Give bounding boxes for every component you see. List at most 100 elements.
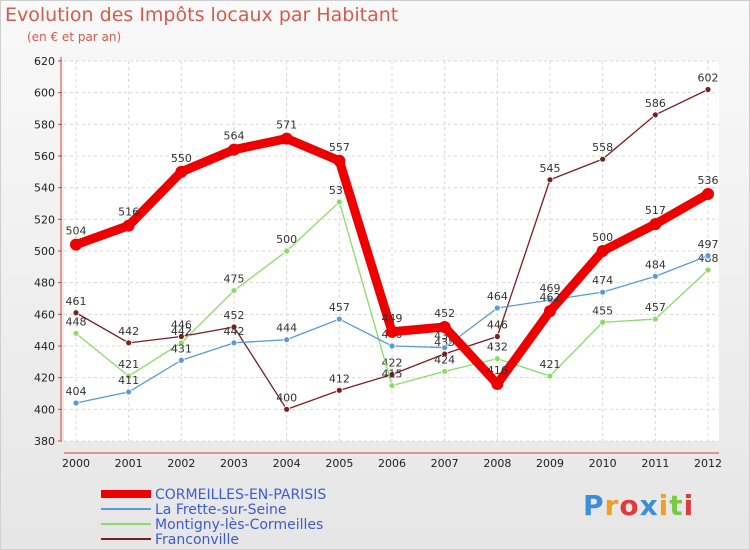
proxiti-logo: Proxiti xyxy=(583,489,694,522)
data-point xyxy=(388,342,396,350)
data-label: 411 xyxy=(118,374,139,387)
data-point xyxy=(72,309,80,317)
data-label: 462 xyxy=(540,291,561,304)
data-point xyxy=(177,356,185,364)
data-label: 424 xyxy=(434,353,455,366)
data-label: 571 xyxy=(276,119,297,132)
data-label: 415 xyxy=(382,368,403,381)
y-tick-label: 380 xyxy=(34,435,55,448)
data-label: 432 xyxy=(487,341,508,354)
data-label: 586 xyxy=(645,97,666,110)
data-label: 500 xyxy=(592,231,613,244)
data-point xyxy=(702,188,714,200)
data-point xyxy=(283,247,291,255)
data-label: 452 xyxy=(434,307,455,320)
data-point xyxy=(283,336,291,344)
data-label: 545 xyxy=(540,162,561,175)
data-label: 558 xyxy=(592,141,613,154)
data-label: 484 xyxy=(645,258,666,271)
data-point xyxy=(493,333,501,340)
data-label: 449 xyxy=(382,312,403,325)
data-point xyxy=(546,296,554,304)
data-label: 457 xyxy=(329,301,350,314)
data-point xyxy=(335,198,343,206)
y-tick-label: 560 xyxy=(34,150,55,163)
data-label: 416 xyxy=(487,364,508,377)
x-tick-label: 2003 xyxy=(220,457,248,470)
data-label: 421 xyxy=(118,358,139,371)
y-tick-label: 600 xyxy=(34,87,55,100)
data-point xyxy=(651,111,659,119)
x-tick-label: 2000 xyxy=(62,457,90,470)
data-point xyxy=(438,321,451,333)
data-point xyxy=(335,386,343,394)
x-tick-label: 2006 xyxy=(378,457,406,470)
logo-letter: r xyxy=(604,489,620,522)
data-label: 461 xyxy=(66,295,87,308)
data-point xyxy=(283,405,291,413)
data-point xyxy=(649,218,662,231)
data-label: 442 xyxy=(224,325,245,338)
data-point xyxy=(388,382,396,389)
x-tick-label: 2010 xyxy=(589,457,617,470)
legend-label: CORMEILLES-EN-PARISIS xyxy=(155,487,326,503)
data-label: 455 xyxy=(592,304,613,317)
data-point xyxy=(546,372,554,380)
logo-letter: i xyxy=(658,489,670,522)
legend-label: Montigny-lès-Cormeilles xyxy=(155,517,323,533)
data-label: 421 xyxy=(540,358,561,371)
data-label: 536 xyxy=(698,174,719,187)
data-point xyxy=(125,388,133,396)
data-point xyxy=(230,323,238,331)
y-tick-label: 520 xyxy=(34,213,55,226)
x-tick-label: 2007 xyxy=(431,457,459,470)
data-label: 442 xyxy=(171,325,192,338)
logo-letter: i xyxy=(683,489,695,522)
data-point xyxy=(386,325,398,338)
data-point xyxy=(704,266,712,274)
chart-subtitle: (en € et par an) xyxy=(27,30,122,44)
logo-letter: P xyxy=(583,489,605,522)
data-label: 475 xyxy=(224,273,245,286)
data-point xyxy=(72,329,80,337)
data-label: 452 xyxy=(224,309,245,322)
legend-label: Franconville xyxy=(155,532,239,548)
data-label: 448 xyxy=(66,315,87,328)
data-point xyxy=(704,252,712,260)
data-label: 469 xyxy=(540,282,561,295)
data-label: 602 xyxy=(698,72,719,85)
data-label: 464 xyxy=(487,290,508,303)
data-point xyxy=(599,155,607,163)
data-point xyxy=(493,355,501,363)
data-label: 474 xyxy=(592,274,613,287)
x-tick-label: 2011 xyxy=(641,457,669,470)
data-label: 446 xyxy=(487,319,508,332)
data-point xyxy=(599,318,607,326)
data-point xyxy=(651,272,659,280)
data-point xyxy=(544,305,556,318)
y-tick-label: 460 xyxy=(34,308,55,321)
data-point xyxy=(491,378,504,390)
data-point xyxy=(441,367,449,375)
data-point xyxy=(596,245,609,257)
data-label: 497 xyxy=(698,238,719,251)
legend-label: La Frette-sur-Seine xyxy=(155,502,287,518)
data-point xyxy=(230,287,238,294)
y-tick-label: 440 xyxy=(34,340,55,353)
data-point xyxy=(704,86,712,93)
data-label: 446 xyxy=(171,319,192,332)
x-tick-label: 2002 xyxy=(167,457,195,470)
x-tick-label: 2005 xyxy=(325,457,353,470)
data-point xyxy=(228,143,240,156)
data-point xyxy=(230,339,238,347)
y-tick-label: 580 xyxy=(34,118,55,131)
y-tick-label: 400 xyxy=(34,403,55,416)
data-label: 517 xyxy=(645,204,666,217)
data-label: 442 xyxy=(118,325,139,338)
data-point xyxy=(125,339,133,347)
data-point xyxy=(70,238,82,251)
data-label: 412 xyxy=(329,372,350,385)
data-label: 504 xyxy=(66,225,87,238)
data-label: 516 xyxy=(118,206,139,219)
